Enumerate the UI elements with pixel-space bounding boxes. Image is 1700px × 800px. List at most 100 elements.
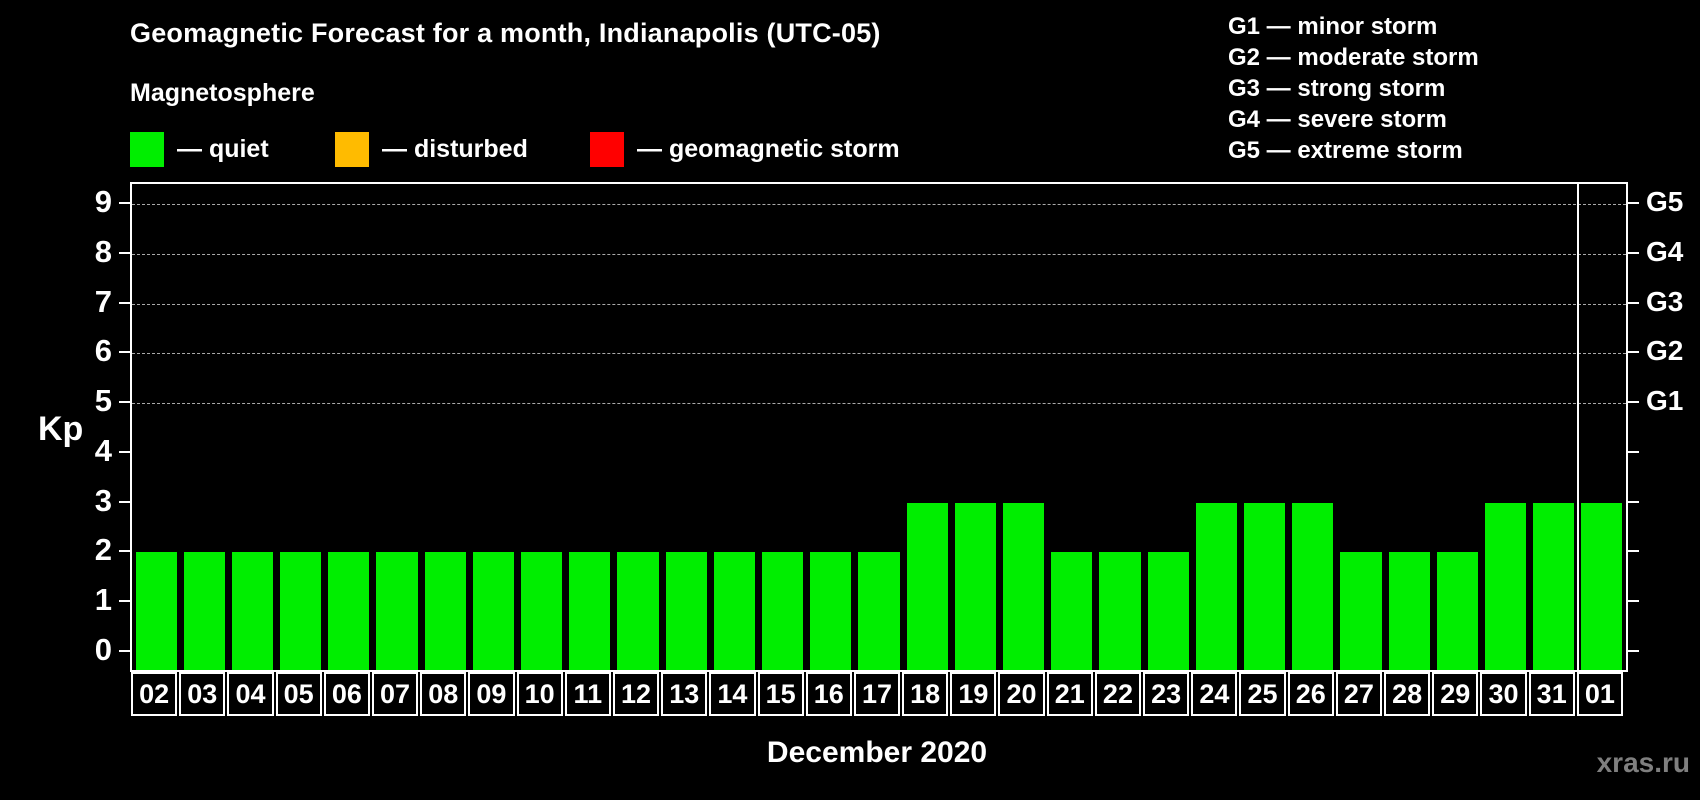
day-label-11: 11 xyxy=(564,672,611,716)
day-label-27: 27 xyxy=(1335,672,1383,716)
watermark: xras.ru xyxy=(1596,747,1690,778)
kp-bar-day-26 xyxy=(1292,502,1334,670)
y-tick-right-9 xyxy=(1627,201,1639,204)
day-label-04: 04 xyxy=(227,672,274,716)
y-tick-label-0: 0 xyxy=(94,632,112,667)
page-title: Geomagnetic Forecast for a month, Indian… xyxy=(130,18,881,48)
day-label-31: 31 xyxy=(1528,672,1575,716)
legend-label: — geomagnetic storm xyxy=(637,134,900,163)
g-legend-line: G4 — severe storm xyxy=(1228,106,1447,133)
kp-bar-day-28 xyxy=(1388,552,1430,670)
plot-area xyxy=(130,182,1628,672)
y-tick-left-2 xyxy=(119,550,131,553)
y-tick-left-5 xyxy=(119,401,131,404)
y-tick-right-4 xyxy=(1627,450,1639,453)
day-label-03: 03 xyxy=(179,672,226,716)
y-tick-label-4: 4 xyxy=(94,432,112,468)
y-tick-left-7 xyxy=(119,301,131,304)
g-scale-legend: G1 — minor storm G2 — moderate storm G3 … xyxy=(1228,11,1479,166)
kp-bar-day-10 xyxy=(521,552,563,670)
y-tick-right-5 xyxy=(1627,401,1639,404)
y-tick-right-0 xyxy=(1627,650,1639,652)
grid-line-kp5 xyxy=(132,403,1626,405)
day-label-17: 17 xyxy=(853,672,901,716)
g-scale-label-g3: G3 xyxy=(1646,285,1684,317)
quiet-color-swatch xyxy=(130,131,164,167)
y-tick-label-2: 2 xyxy=(94,532,112,568)
kp-bar-day-05 xyxy=(280,552,322,670)
kp-bar-day-20 xyxy=(1002,502,1045,670)
g-legend-line: G2 — moderate storm xyxy=(1228,44,1479,71)
g-legend-line: G1 — minor storm xyxy=(1228,13,1438,40)
y-tick-left-4 xyxy=(119,450,131,453)
kp-bar-day-06 xyxy=(328,552,370,670)
kp-bar-day-04 xyxy=(231,552,274,670)
day-label-26: 26 xyxy=(1287,672,1334,716)
grid-line-kp8 xyxy=(132,253,1626,255)
kp-bar-day-16 xyxy=(810,552,852,670)
kp-bar-day-24 xyxy=(1195,502,1237,670)
kp-bar-day-27 xyxy=(1340,552,1382,670)
chart-subtitle: Magnetosphere xyxy=(130,79,315,107)
day-label-06: 06 xyxy=(323,672,370,716)
y-tick-label-6: 6 xyxy=(94,333,112,369)
day-label-05: 05 xyxy=(275,672,322,716)
y-tick-label-8: 8 xyxy=(94,233,112,269)
y-tick-right-1 xyxy=(1627,600,1639,603)
y-axis-title: Kp xyxy=(38,410,84,448)
kp-bar-day-14 xyxy=(713,552,755,670)
day-label-08: 08 xyxy=(420,672,467,716)
month-separator-line xyxy=(1576,184,1579,670)
day-label-07: 07 xyxy=(371,672,419,716)
kp-bar-day-07 xyxy=(376,552,418,670)
day-label-29: 29 xyxy=(1432,672,1479,716)
day-label-01: 01 xyxy=(1576,672,1623,716)
kp-bar-day-22 xyxy=(1099,552,1141,670)
kp-bar-day-25 xyxy=(1243,502,1286,670)
disturbed-color-swatch xyxy=(335,131,369,167)
kp-bar-day-03 xyxy=(183,552,225,670)
grid-line-kp6 xyxy=(132,353,1626,355)
kp-bar-day-02 xyxy=(135,552,177,670)
g-scale-label-g1: G1 xyxy=(1646,385,1684,417)
day-label-10: 10 xyxy=(516,672,563,716)
legend-label: — disturbed xyxy=(382,134,528,163)
day-label-20: 20 xyxy=(998,672,1045,716)
y-tick-right-7 xyxy=(1627,301,1639,304)
day-label-16: 16 xyxy=(805,672,852,716)
y-tick-left-9 xyxy=(119,201,131,204)
day-label-22: 22 xyxy=(1094,672,1142,716)
day-label-13: 13 xyxy=(661,672,708,716)
y-tick-right-8 xyxy=(1627,251,1639,254)
y-tick-right-3 xyxy=(1627,500,1639,503)
kp-bar-day-13 xyxy=(665,552,707,670)
day-label-23: 23 xyxy=(1143,672,1190,716)
legend-item-storm: — geomagnetic storm xyxy=(590,131,900,167)
kp-bar-day-23 xyxy=(1147,552,1189,670)
kp-bar-day-19 xyxy=(954,502,996,670)
kp-bar-day-17 xyxy=(858,552,900,670)
g-scale-label-g2: G2 xyxy=(1646,335,1684,367)
y-tick-left-6 xyxy=(119,351,131,354)
day-label-12: 12 xyxy=(612,672,660,716)
kp-bar-day-15 xyxy=(762,552,804,670)
legend-item-disturbed: — disturbed xyxy=(335,131,528,167)
day-label-18: 18 xyxy=(902,672,949,716)
day-label-19: 19 xyxy=(950,672,997,716)
day-label-30: 30 xyxy=(1480,672,1527,716)
day-label-28: 28 xyxy=(1384,672,1431,716)
kp-bar-day-12 xyxy=(617,552,659,670)
day-label-14: 14 xyxy=(709,672,756,716)
y-tick-right-2 xyxy=(1627,550,1639,553)
g-legend-line: G5 — extreme storm xyxy=(1228,137,1463,164)
kp-bar-day-01 xyxy=(1581,502,1623,670)
kp-bar-day-31 xyxy=(1533,502,1575,670)
y-tick-left-1 xyxy=(119,600,131,603)
kp-bar-day-09 xyxy=(472,552,515,670)
kp-bar-day-30 xyxy=(1484,502,1527,670)
y-tick-left-0 xyxy=(119,650,131,652)
y-tick-left-8 xyxy=(119,251,131,254)
y-tick-label-9: 9 xyxy=(94,183,112,219)
storm-color-swatch xyxy=(590,131,624,167)
